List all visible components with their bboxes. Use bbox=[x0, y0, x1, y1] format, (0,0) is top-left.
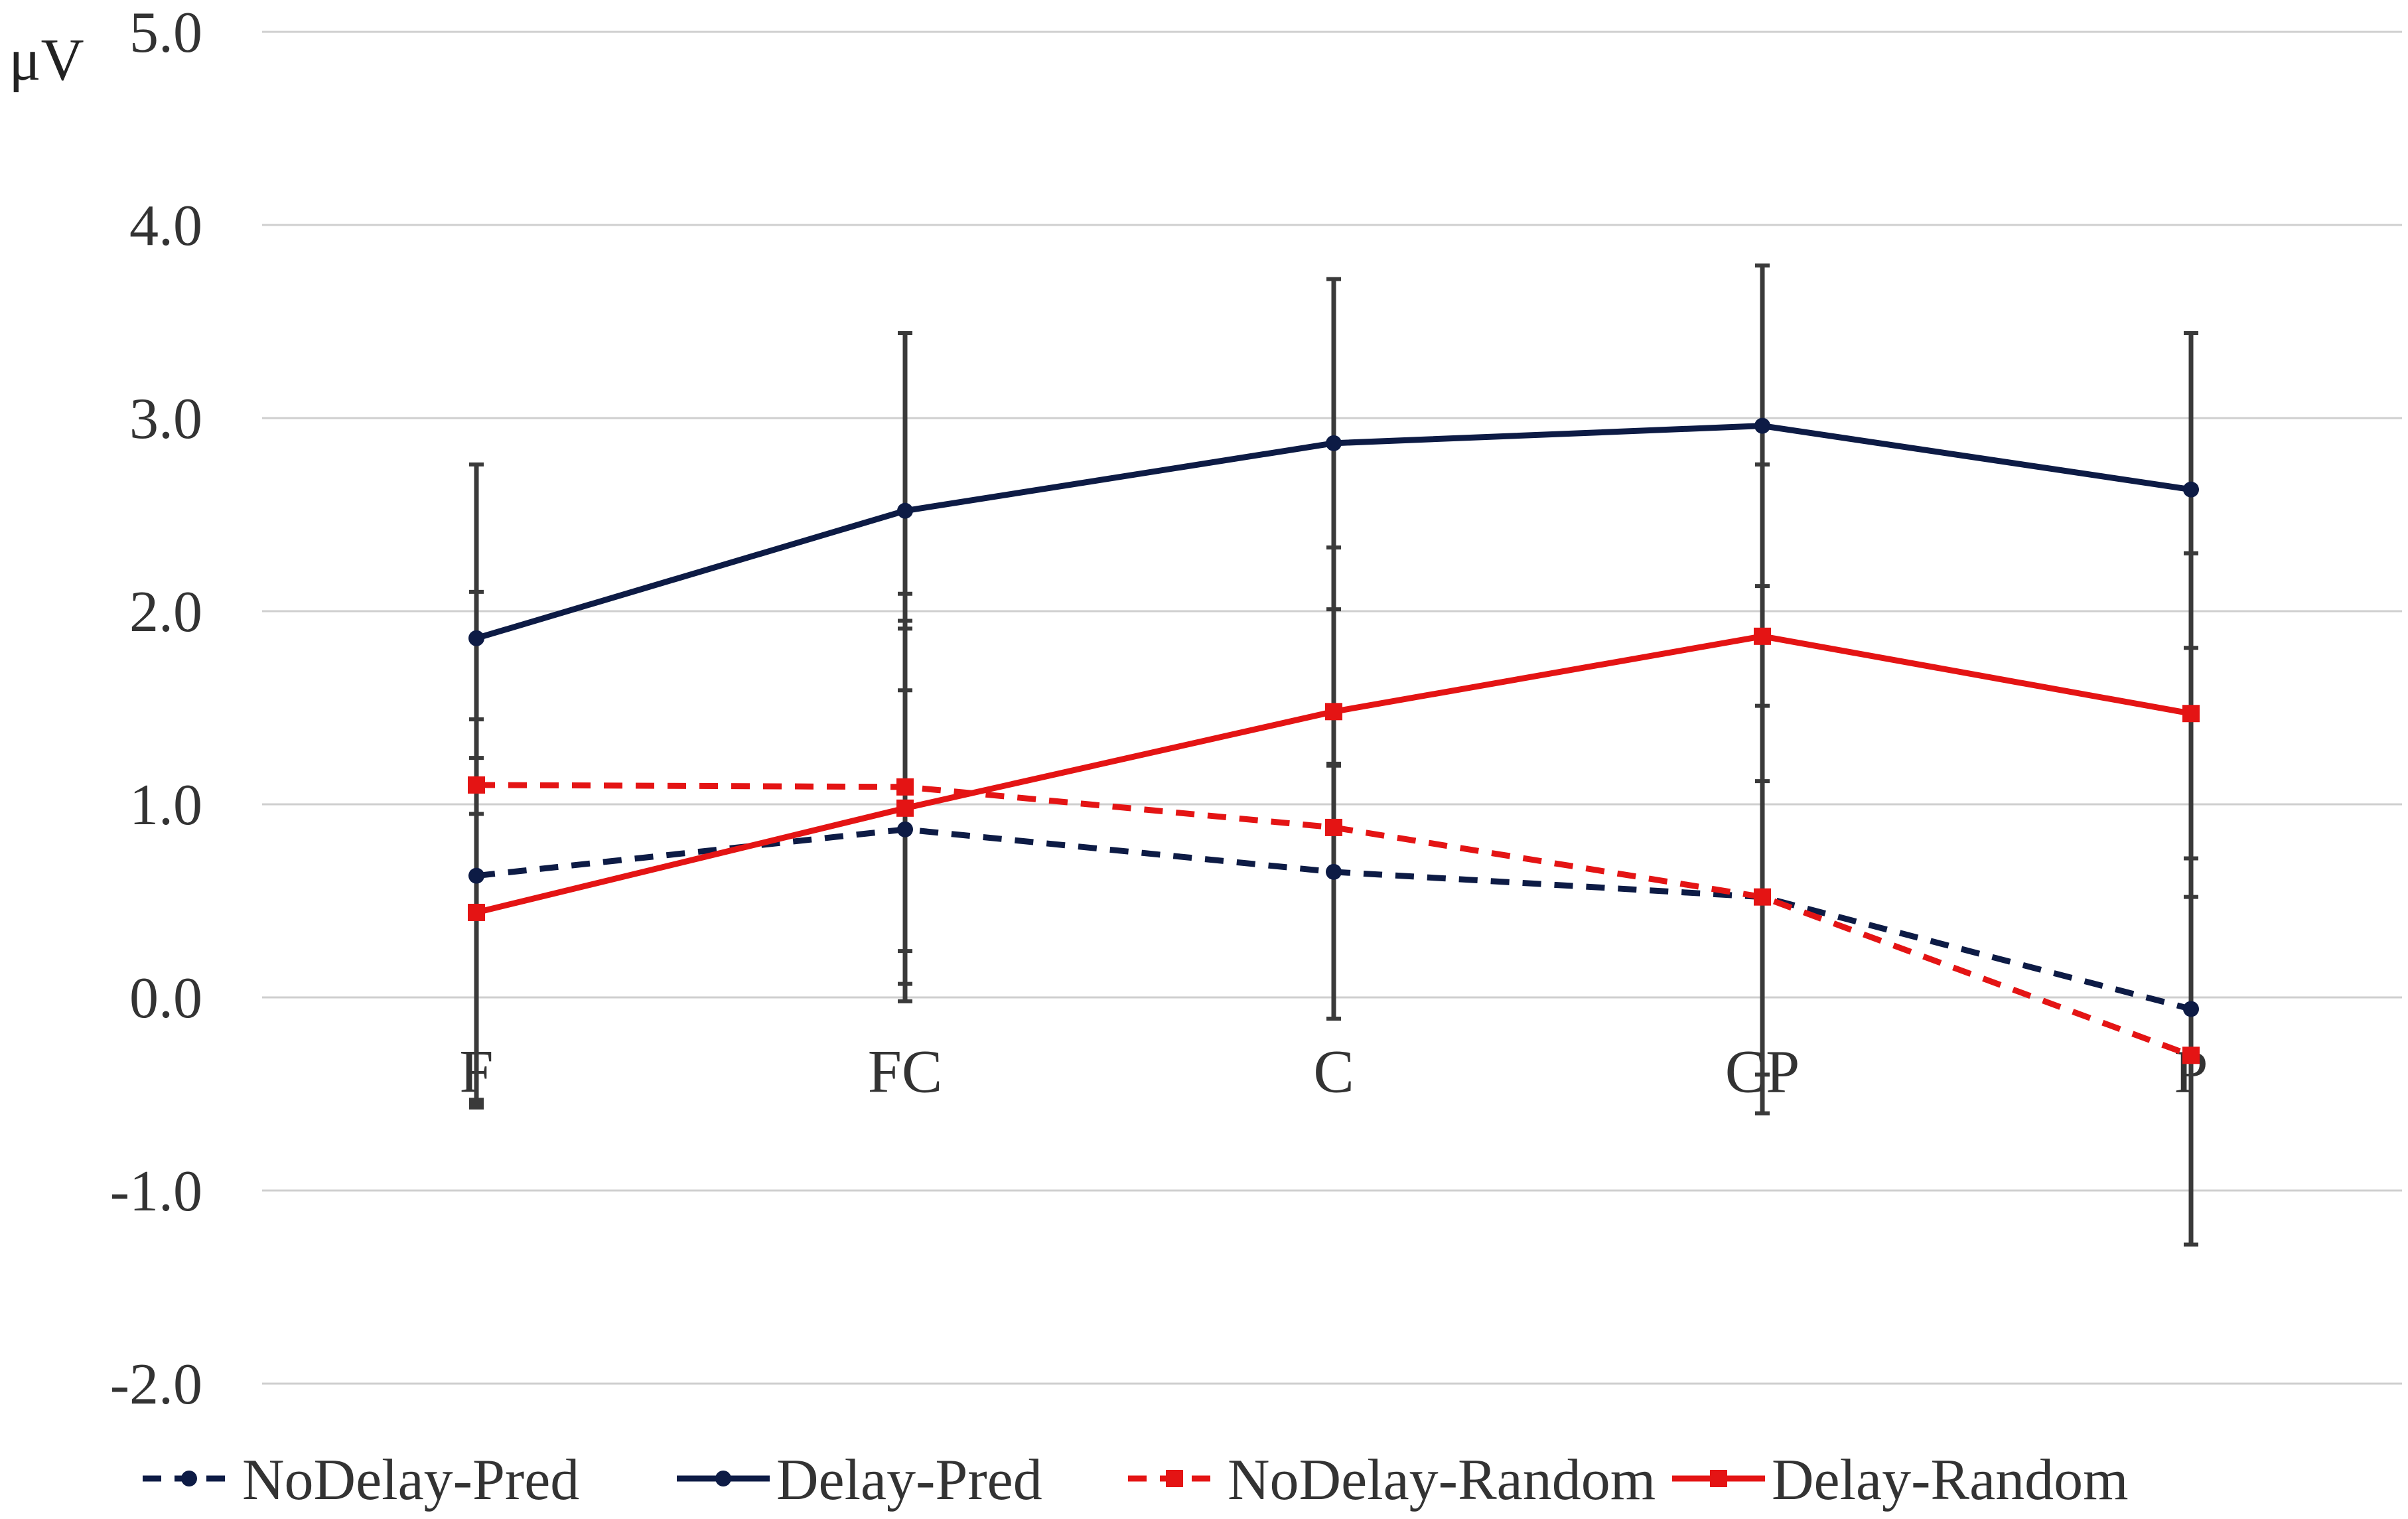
y-tick-label: -2.0 bbox=[110, 1352, 202, 1417]
data-point bbox=[468, 867, 484, 884]
data-point bbox=[1326, 863, 1342, 880]
data-point bbox=[1754, 417, 1770, 434]
y-tick-label: 4.0 bbox=[129, 194, 202, 258]
data-point bbox=[1325, 703, 1342, 721]
data-point bbox=[1326, 435, 1342, 451]
y-axis-ticks: -2.0 -1.0 0.0 1.0 2.0 3.0 4.0 5.0 bbox=[110, 1, 202, 1417]
legend-swatch-marker bbox=[1710, 1470, 1727, 1487]
y-tick-label: 5.0 bbox=[129, 1, 202, 65]
legend-label: Delay-Pred bbox=[776, 1448, 1042, 1512]
series-markers bbox=[468, 417, 2200, 1064]
y-tick-label: 1.0 bbox=[129, 773, 202, 837]
data-point bbox=[2182, 1047, 2200, 1064]
data-point bbox=[2183, 1001, 2199, 1017]
data-point bbox=[1325, 818, 1342, 836]
legend-swatch-marker bbox=[1166, 1470, 1183, 1487]
data-point bbox=[468, 903, 485, 921]
y-axis-label: μV bbox=[9, 27, 84, 93]
data-point bbox=[897, 502, 913, 519]
y-tick-label: 2.0 bbox=[129, 580, 202, 644]
data-point bbox=[2182, 705, 2200, 723]
data-point bbox=[468, 630, 484, 646]
legend-label: NoDelay-Random bbox=[1228, 1448, 1656, 1512]
legend-label: Delay-Random bbox=[1772, 1448, 2129, 1512]
series-line bbox=[476, 782, 2192, 1058]
data-point bbox=[896, 799, 914, 817]
legend-swatch-marker bbox=[181, 1471, 197, 1486]
y-tick-label: 0.0 bbox=[129, 966, 202, 1031]
y-tick-label: 3.0 bbox=[129, 387, 202, 451]
x-tick-label: C bbox=[1313, 1038, 1354, 1106]
data-point bbox=[1754, 888, 1771, 906]
data-point bbox=[2183, 481, 2199, 498]
data-point bbox=[468, 776, 485, 794]
data-point bbox=[896, 778, 914, 796]
legend: NoDelay-Pred Delay-Pred NoDelay-Random Dela… bbox=[143, 1448, 2129, 1512]
y-tick-label: -1.0 bbox=[110, 1159, 202, 1224]
data-point bbox=[897, 821, 913, 837]
data-point bbox=[1754, 627, 1771, 645]
x-tick-label: FC bbox=[868, 1038, 943, 1106]
legend-label: NoDelay-Pred bbox=[242, 1448, 579, 1512]
x-axis-ticks: FFCCCPP bbox=[459, 1038, 2208, 1106]
legend-swatch-marker bbox=[715, 1471, 731, 1486]
